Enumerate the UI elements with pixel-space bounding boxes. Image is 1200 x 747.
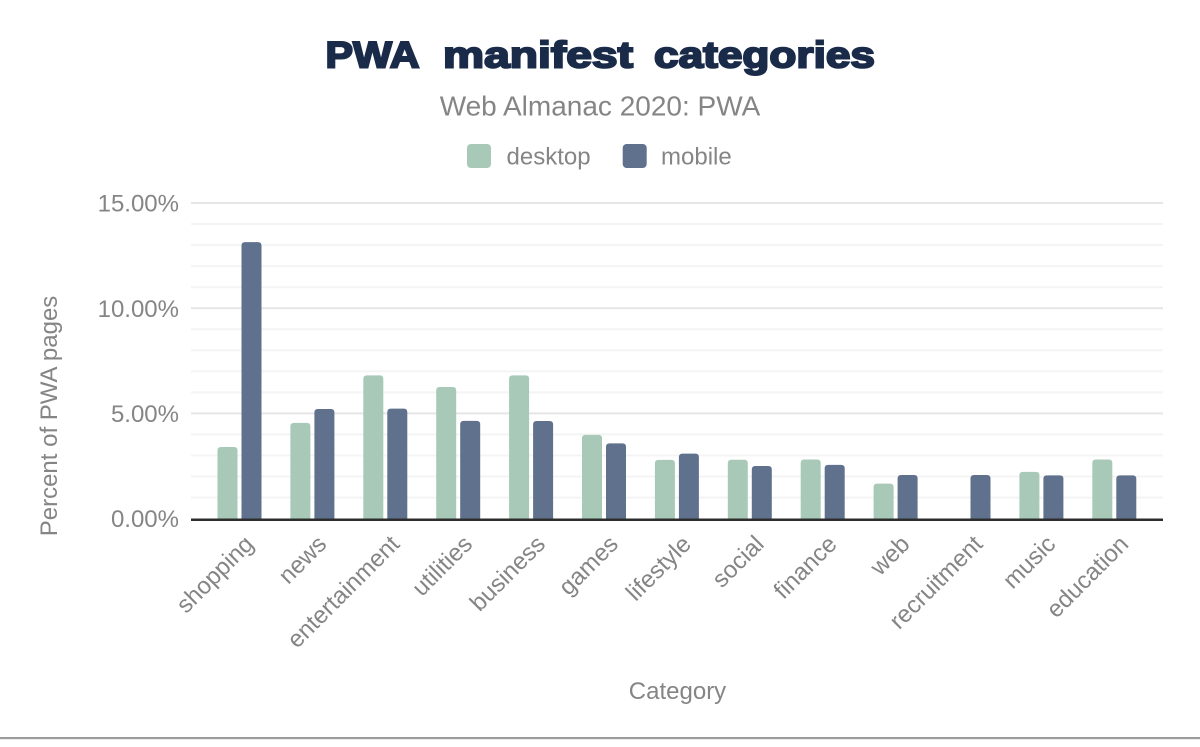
svg-text:manifest: manifest: [443, 35, 633, 76]
svg-text:categories: categories: [654, 35, 875, 76]
svg-text:Category: Category: [629, 678, 726, 705]
svg-text:15.00%: 15.00%: [98, 191, 179, 218]
svg-text:10.00%: 10.00%: [98, 296, 179, 323]
svg-text:desktop: desktop: [507, 144, 591, 171]
svg-text:mobile: mobile: [661, 144, 732, 171]
svg-text:0.00%: 0.00%: [111, 506, 179, 533]
svg-text:5.00%: 5.00%: [111, 401, 179, 428]
svg-text:Percent of PWA pages: Percent of PWA pages: [36, 296, 63, 537]
svg-text:PWA: PWA: [326, 35, 420, 76]
svg-text:Web Almanac 2020: PWA: Web Almanac 2020: PWA: [440, 90, 761, 121]
